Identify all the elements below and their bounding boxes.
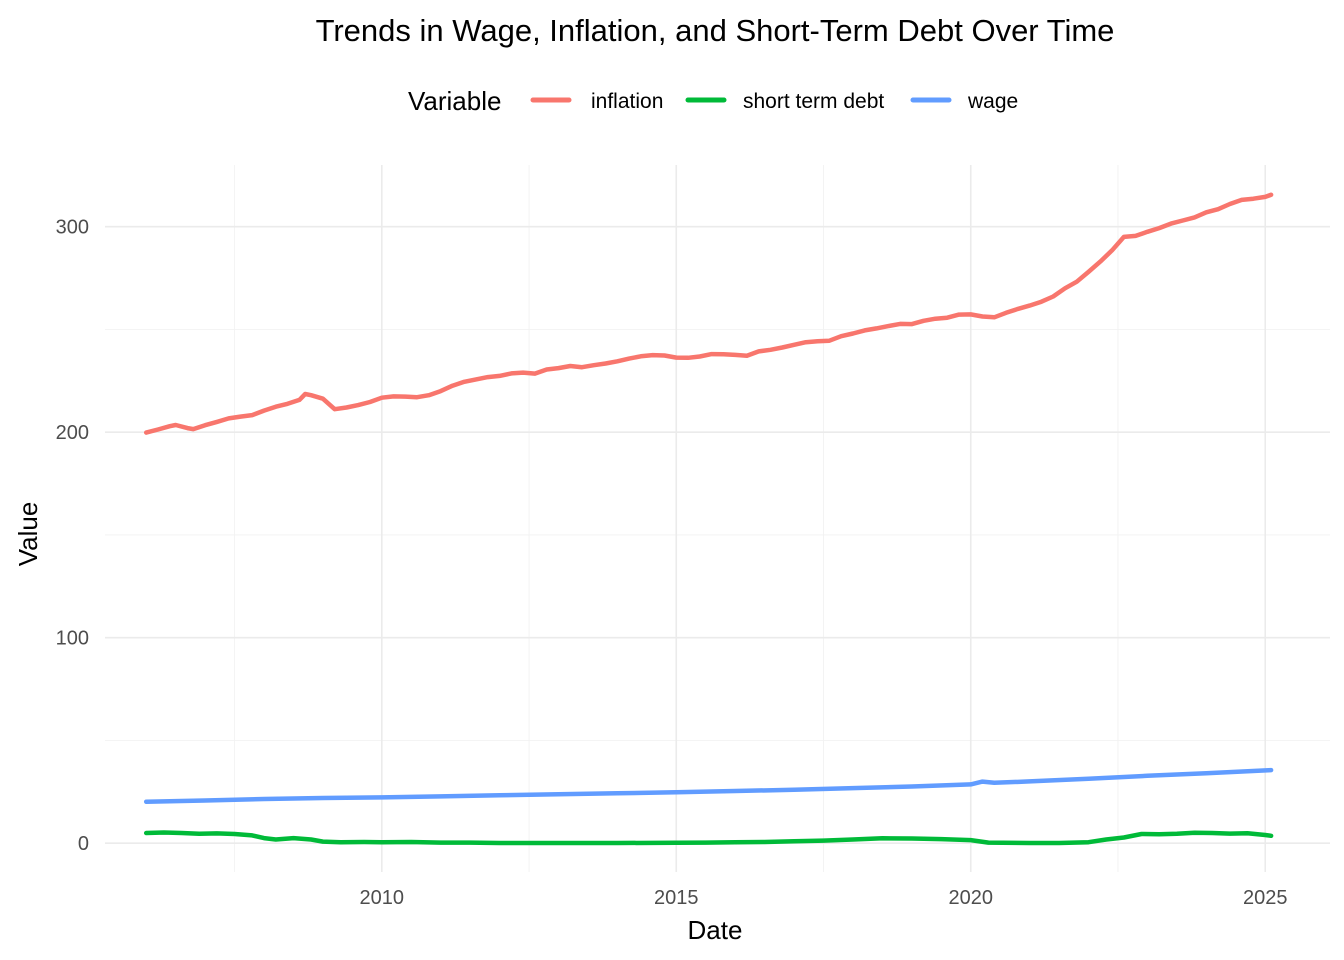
y-tick-label: 100: [56, 628, 89, 650]
x-tick-label: 2015: [654, 887, 699, 909]
legend-label-short-term-debt: short term debt: [743, 90, 884, 113]
series-lines: [143, 192, 1274, 846]
chart-title: Trends in Wage, Inflation, and Short-Ter…: [316, 13, 1115, 48]
x-tick-label: 2020: [948, 887, 993, 909]
y-axis-ticks: 0 100 200 300: [56, 217, 89, 856]
series-line-inflation: [143, 192, 1274, 435]
legend-label-wage: wage: [967, 90, 1018, 113]
grid-lines: [105, 165, 1330, 872]
y-tick-label: 300: [56, 217, 89, 239]
legend-title: Variable: [408, 86, 501, 116]
x-axis-title: Date: [688, 915, 743, 945]
y-tick-label: 0: [78, 833, 89, 855]
x-tick-label: 2025: [1243, 887, 1288, 909]
y-tick-label: 200: [56, 422, 89, 444]
y-axis-title: Value: [13, 502, 43, 567]
x-axis-ticks: 2010 2015 2020 2025: [360, 887, 1288, 909]
legend: Variable inflation short term debt wage: [408, 86, 1018, 116]
x-tick-label: 2010: [360, 887, 405, 909]
legend-label-inflation: inflation: [591, 90, 663, 113]
series-line-short-term-debt: [143, 830, 1274, 846]
series-line-wage: [143, 767, 1274, 804]
